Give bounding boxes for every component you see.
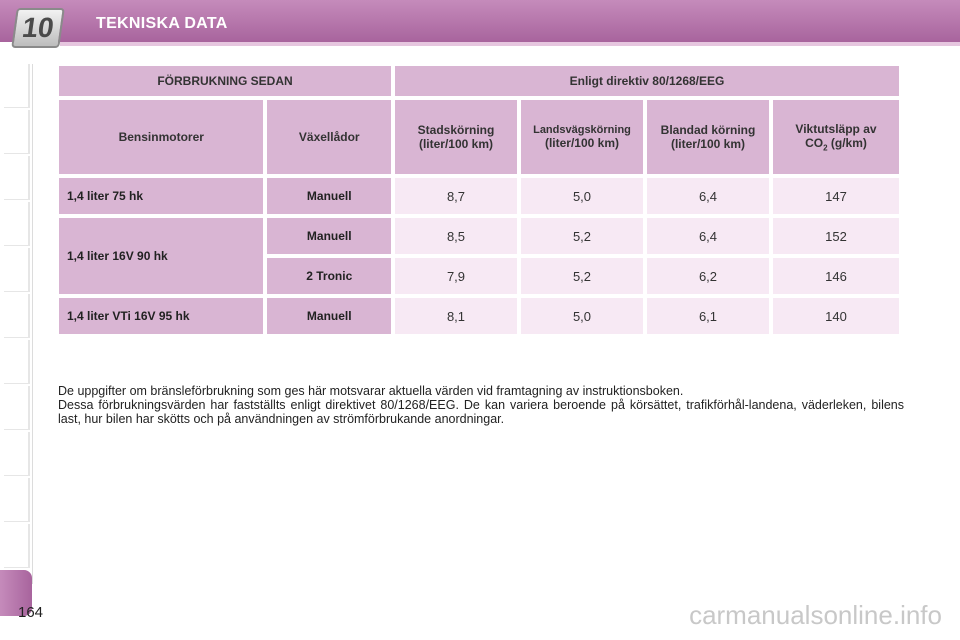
column-header-highway-label: Landsvägskörning xyxy=(533,124,631,136)
gearbox-cell: Manuell xyxy=(267,218,391,254)
consumption-note: De uppgifter om bränsleförbrukning som g… xyxy=(58,384,904,426)
column-header-gearbox: Växellådor xyxy=(267,100,391,174)
co2-cell: 146 xyxy=(773,258,899,294)
gearbox-cell: Manuell xyxy=(267,298,391,334)
chapter-tab[interactable] xyxy=(4,294,30,338)
co2-cell: 140 xyxy=(773,298,899,334)
highway-cell: 5,0 xyxy=(521,178,643,214)
consumption-table: FÖRBRUKNING SEDAN Enligt direktiv 80/126… xyxy=(55,62,903,338)
highway-cell: 5,2 xyxy=(521,258,643,294)
table-row: 2 Tronic 7,9 5,2 6,2 146 xyxy=(59,258,899,294)
highway-cell: 5,2 xyxy=(521,218,643,254)
chapter-header xyxy=(0,0,960,42)
co2-cell: 147 xyxy=(773,178,899,214)
chapter-number-badge: 10 xyxy=(11,8,65,48)
active-chapter-tab[interactable] xyxy=(0,570,32,616)
chapter-tab[interactable] xyxy=(4,202,30,246)
header-divider xyxy=(60,42,960,46)
gearbox-cell: Manuell xyxy=(267,178,391,214)
table-header-row: Bensinmotorer Växellådor Stadskörning (l… xyxy=(59,100,899,174)
table-row: 1,4 liter 75 hk Manuell 8,7 5,0 6,4 147 xyxy=(59,178,899,214)
table-title-right: Enligt direktiv 80/1268/EEG xyxy=(395,66,899,96)
mixed-cell: 6,2 xyxy=(647,258,769,294)
chapter-tab[interactable] xyxy=(4,64,30,108)
co2-cell: 152 xyxy=(773,218,899,254)
chapter-tab[interactable] xyxy=(4,524,30,568)
column-header-engine: Bensinmotorer xyxy=(59,100,264,174)
mixed-cell: 6,4 xyxy=(647,178,769,214)
column-header-highway-unit: (liter/100 km) xyxy=(544,136,620,150)
highway-cell: 5,0 xyxy=(521,298,643,334)
watermark: carmanualsonline.info xyxy=(689,600,942,630)
engine-cell: 1,4 liter 75 hk xyxy=(59,178,264,214)
city-cell: 7,9 xyxy=(395,258,517,294)
city-cell: 8,1 xyxy=(395,298,517,334)
page-title: TEKNISKA DATA xyxy=(96,15,228,32)
column-header-highway: Landsvägskörning (liter/100 km) xyxy=(521,100,643,174)
engine-cell: 1,4 liter 16V 90 hk xyxy=(59,218,264,294)
city-cell: 8,5 xyxy=(395,218,517,254)
gearbox-cell: 2 Tronic xyxy=(267,258,391,294)
column-header-co2-label: Viktutsläpp av xyxy=(795,121,877,136)
table-title-row: FÖRBRUKNING SEDAN Enligt direktiv 80/126… xyxy=(59,66,899,96)
chapter-tab[interactable] xyxy=(4,248,30,292)
column-header-co2-unit: CO2 (g/km) xyxy=(805,135,867,153)
chapter-tab[interactable] xyxy=(4,156,30,200)
column-header-city: Stadskörning (liter/100 km) xyxy=(395,100,517,174)
chapter-tab[interactable] xyxy=(4,110,30,154)
mixed-cell: 6,1 xyxy=(647,298,769,334)
chapter-tabs xyxy=(0,64,33,616)
note-line-2: Dessa förbrukningsvärden har fastställts… xyxy=(58,398,904,426)
chapter-tab[interactable] xyxy=(4,478,30,522)
engine-cell: 1,4 liter VTi 16V 95 hk xyxy=(59,298,264,334)
city-cell: 8,7 xyxy=(395,178,517,214)
chapter-tab[interactable] xyxy=(4,386,30,430)
table-row: 1,4 liter VTi 16V 95 hk Manuell 8,1 5,0 … xyxy=(59,298,899,334)
chapter-tab[interactable] xyxy=(4,432,30,476)
table-title-left: FÖRBRUKNING SEDAN xyxy=(59,66,391,96)
page-number: 164 xyxy=(18,604,44,621)
column-header-mixed: Blandad körning (liter/100 km) xyxy=(647,100,769,174)
chapter-tab[interactable] xyxy=(4,340,30,384)
note-line-1: De uppgifter om bränsleförbrukning som g… xyxy=(58,384,684,398)
column-header-co2: Viktutsläpp av CO2 (g/km) xyxy=(773,100,899,174)
table-row: 1,4 liter 16V 90 hk Manuell 8,5 5,2 6,4 … xyxy=(59,218,899,294)
mixed-cell: 6,4 xyxy=(647,218,769,254)
